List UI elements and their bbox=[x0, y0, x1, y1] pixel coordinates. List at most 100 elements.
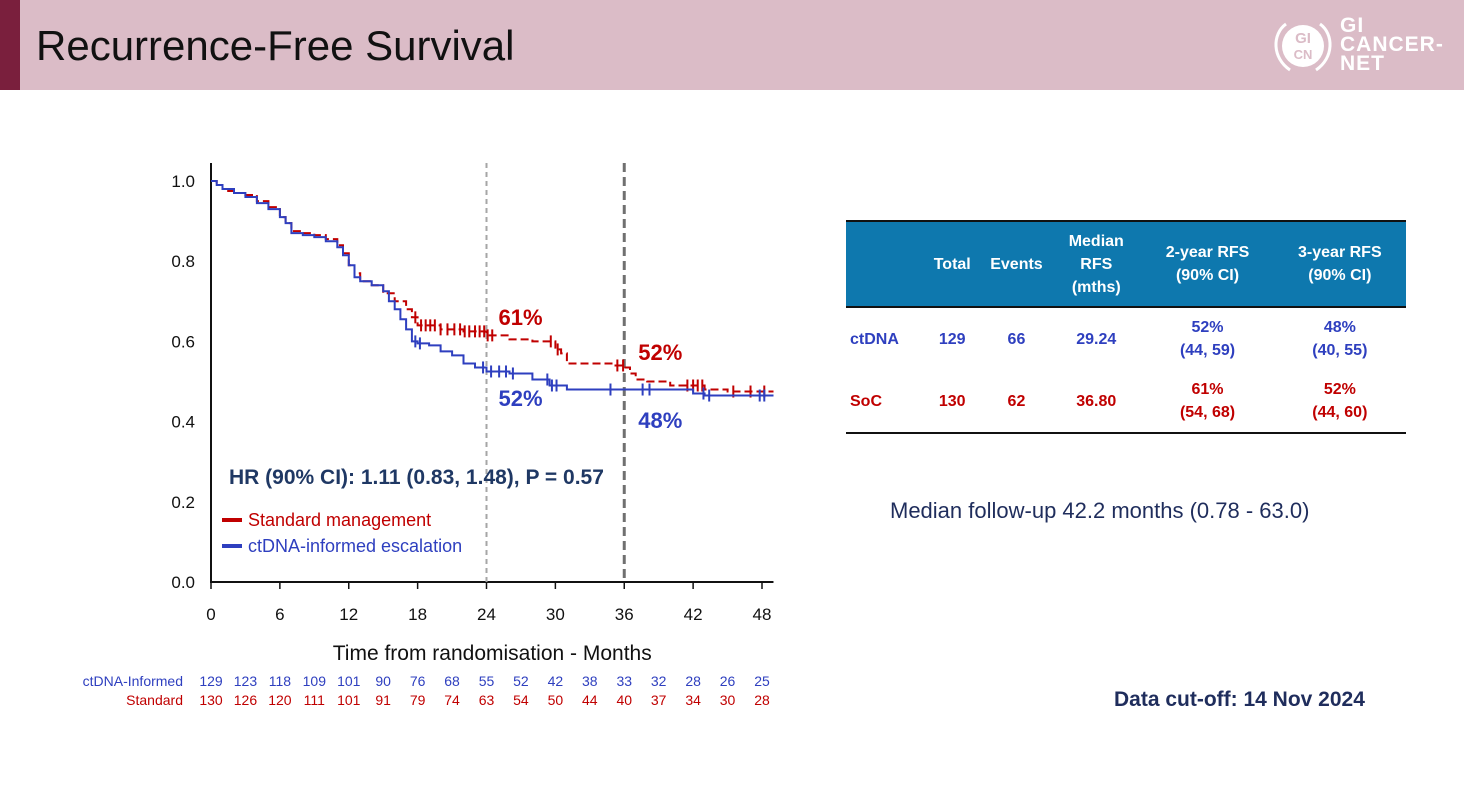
risk-table-cell: 101 bbox=[337, 692, 361, 708]
logo-badge bbox=[1282, 25, 1324, 67]
cell-arm: ctDNA bbox=[850, 330, 899, 348]
risk-table-cell: 38 bbox=[582, 673, 598, 689]
x-axis-title: Time from randomisation - Months bbox=[333, 642, 652, 665]
col-header-rfs2-line1: 2-year RFS bbox=[1165, 244, 1250, 261]
cell-total: 129 bbox=[938, 330, 966, 348]
risk-table-cell: 33 bbox=[616, 673, 632, 689]
logo-line-1: GI bbox=[1340, 14, 1365, 37]
risk-table-cell: 109 bbox=[303, 673, 327, 689]
risk-table-cell: 25 bbox=[754, 673, 770, 689]
slide-title: Recurrence-Free Survival bbox=[36, 22, 515, 69]
cell-rfs3-ci: (40, 55) bbox=[1312, 342, 1368, 359]
risk-table-cell: 68 bbox=[444, 673, 460, 689]
col-header-rfs3-line1: 3-year RFS bbox=[1298, 244, 1382, 261]
x-tick-label: 0 bbox=[206, 605, 215, 624]
logo-line-3: NET bbox=[1340, 52, 1385, 75]
cell-rfs3-ci: (44, 60) bbox=[1312, 404, 1368, 421]
table-row-soc: SoC 130 62 36.80 61% (54, 68) 52% (44, 6… bbox=[846, 370, 1406, 434]
landmark-label-ctdna-36: 48% bbox=[638, 408, 682, 433]
col-header-rfs3-line2: (90% CI) bbox=[1308, 267, 1372, 284]
risk-table-cell: 54 bbox=[513, 692, 529, 708]
risk-table-cell: 28 bbox=[754, 692, 770, 708]
risk-table-cell: 90 bbox=[375, 673, 391, 689]
risk-table-cell: 30 bbox=[720, 692, 736, 708]
km-curve-ctdna bbox=[211, 180, 774, 397]
y-tick-label: 0.6 bbox=[171, 332, 195, 351]
cell-rfs2: 61% (54, 68) bbox=[1141, 370, 1274, 434]
cell-rfs2-ci: (54, 68) bbox=[1179, 404, 1236, 421]
landmark-label-standard-24: 61% bbox=[499, 305, 543, 330]
risk-table-cell: 74 bbox=[444, 692, 460, 708]
y-tick-label: 0.8 bbox=[171, 252, 195, 271]
risk-table-cell: 34 bbox=[685, 692, 701, 708]
risk-table-cell: 118 bbox=[269, 673, 292, 689]
col-header-rfs2: 2-year RFS (90% CI) bbox=[1141, 220, 1274, 308]
km-chart: 0.0 0.2 0.4 0.6 0.8 1.0 0 6 12 18 24 30 36 42 48 Time f… bbox=[83, 163, 774, 708]
x-tick-label: 48 bbox=[753, 605, 772, 624]
risk-table-cell: 26 bbox=[720, 673, 736, 689]
risk-table-cell: 111 bbox=[304, 692, 325, 708]
hazard-ratio-text: HR (90% CI): 1.11 (0.83, 1.48), P = 0.57 bbox=[229, 466, 604, 489]
risk-table-cell: 63 bbox=[479, 692, 495, 708]
median-followup-text: Median follow-up 42.2 months (0.78 - 63.… bbox=[890, 498, 1310, 523]
risk-table-cell: 40 bbox=[616, 692, 632, 708]
risk-table-cell: 50 bbox=[548, 692, 564, 708]
slide-header bbox=[0, 0, 1464, 90]
table-header-row: Total Events Median RFS (mths) 2-year RF… bbox=[846, 220, 1406, 308]
risk-table-cell: 42 bbox=[548, 673, 564, 689]
logo-wordmark: GI CANCER- NET bbox=[1340, 14, 1444, 75]
cell-events: 62 bbox=[981, 370, 1052, 434]
x-tick-label: 42 bbox=[684, 605, 703, 624]
legend-label: ctDNA-informed escalation bbox=[248, 536, 462, 556]
cell-arm: SoC bbox=[846, 370, 923, 434]
logo-line-2: CANCER- bbox=[1340, 33, 1444, 56]
cell-rfs2-ci: (44, 59) bbox=[1179, 342, 1236, 359]
col-header-median-line2: RFS bbox=[1080, 255, 1113, 273]
col-header-median-line1: Median bbox=[1068, 232, 1124, 250]
risk-table-cell: 55 bbox=[479, 673, 495, 689]
x-tick-label: 24 bbox=[477, 605, 496, 624]
y-tick-label: 1.0 bbox=[171, 172, 195, 191]
x-tick-label: 12 bbox=[339, 605, 358, 624]
laurel-wreath-icon bbox=[1274, 22, 1332, 72]
cell-rfs3-pct: 48% bbox=[1323, 319, 1356, 336]
col-header-arm bbox=[846, 220, 923, 308]
risk-table-cell: 129 bbox=[199, 673, 223, 689]
landmark-label-standard-36: 52% bbox=[638, 340, 682, 365]
cell-median: 36.80 bbox=[1051, 370, 1142, 434]
cell-events: 66 bbox=[1007, 330, 1026, 348]
y-tick-label: 0.2 bbox=[171, 493, 195, 512]
cell-median: 29.24 bbox=[1076, 330, 1117, 348]
risk-table-cell: 126 bbox=[234, 692, 258, 708]
rfs-summary-table: Total Events Median RFS (mths) 2-year RF… bbox=[846, 220, 1406, 434]
risk-table-cell: 101 bbox=[337, 673, 361, 689]
table-row-ctdna: ctDNA 129 66 29.24 52% (44, 59) 48% (40,… bbox=[846, 307, 1406, 370]
header-accent-bar bbox=[0, 0, 20, 90]
km-curve-standard bbox=[211, 180, 774, 393]
risk-table-cell: 120 bbox=[268, 692, 292, 708]
cell-total: 130 bbox=[922, 370, 982, 434]
risk-table-cell: 32 bbox=[651, 673, 667, 689]
y-tick-label: 0.4 bbox=[171, 413, 195, 432]
legend-label: Standard management bbox=[248, 510, 431, 530]
risk-table-cell: 130 bbox=[199, 692, 223, 708]
risk-table-cell: 76 bbox=[410, 673, 426, 689]
cell-rfs3-pct: 52% bbox=[1323, 381, 1356, 398]
cell-rfs2-pct: 61% bbox=[1191, 381, 1224, 398]
risk-table-cell: 79 bbox=[410, 692, 426, 708]
cell-rfs3: 48% (40, 55) bbox=[1274, 307, 1406, 370]
risk-table-row-label: Standard bbox=[126, 692, 183, 708]
col-header-median-line3: (mths) bbox=[1071, 278, 1121, 296]
x-tick-label: 18 bbox=[408, 605, 427, 624]
x-tick-label: 36 bbox=[615, 605, 634, 624]
col-header-rfs2-line2: (90% CI) bbox=[1175, 267, 1240, 284]
cell-rfs2-pct: 52% bbox=[1191, 319, 1224, 336]
col-header-rfs3: 3-year RFS (90% CI) bbox=[1273, 220, 1406, 308]
risk-table-cell: 28 bbox=[685, 673, 701, 689]
cell-rfs3: 52% (44, 60) bbox=[1273, 370, 1406, 434]
x-tick-label: 6 bbox=[275, 605, 284, 624]
risk-table-cell: 52 bbox=[513, 673, 529, 689]
col-header-median: Median RFS (mths) bbox=[1051, 220, 1142, 308]
risk-table-cell: 123 bbox=[234, 673, 258, 689]
logo-badge-cn: CN bbox=[1294, 47, 1313, 62]
